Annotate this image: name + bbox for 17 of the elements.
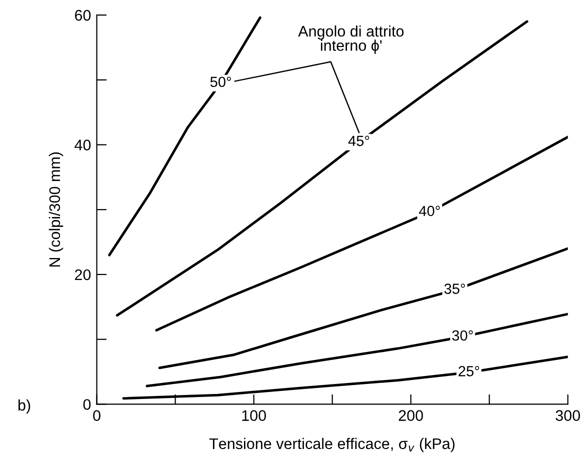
y-tick-label: 60 (75, 10, 91, 21)
x-tick-label: 100 (242, 410, 266, 421)
y-axis-title: N (colpi/300 mm) (48, 152, 64, 267)
line-series (116, 20, 528, 317)
line-series (146, 312, 568, 388)
line-series (108, 16, 262, 256)
line-series (155, 136, 568, 332)
text: b) (18, 399, 30, 414)
annotation: Angolo di attrito interno ϕ' (298, 25, 404, 54)
y-tick-label: 0 (83, 399, 91, 410)
y-tick-label: 20 (75, 269, 91, 280)
line-series (122, 356, 568, 400)
y-tick-label: 40 (74, 140, 91, 150)
x-axis-title: Tensione verticale efficace, σ$_{v}$ (kPa) (209, 438, 455, 452)
x-tick-label: 200 (398, 410, 423, 421)
x-tick-label: 0 (93, 410, 100, 421)
x-tick-label: 300 (556, 410, 580, 421)
